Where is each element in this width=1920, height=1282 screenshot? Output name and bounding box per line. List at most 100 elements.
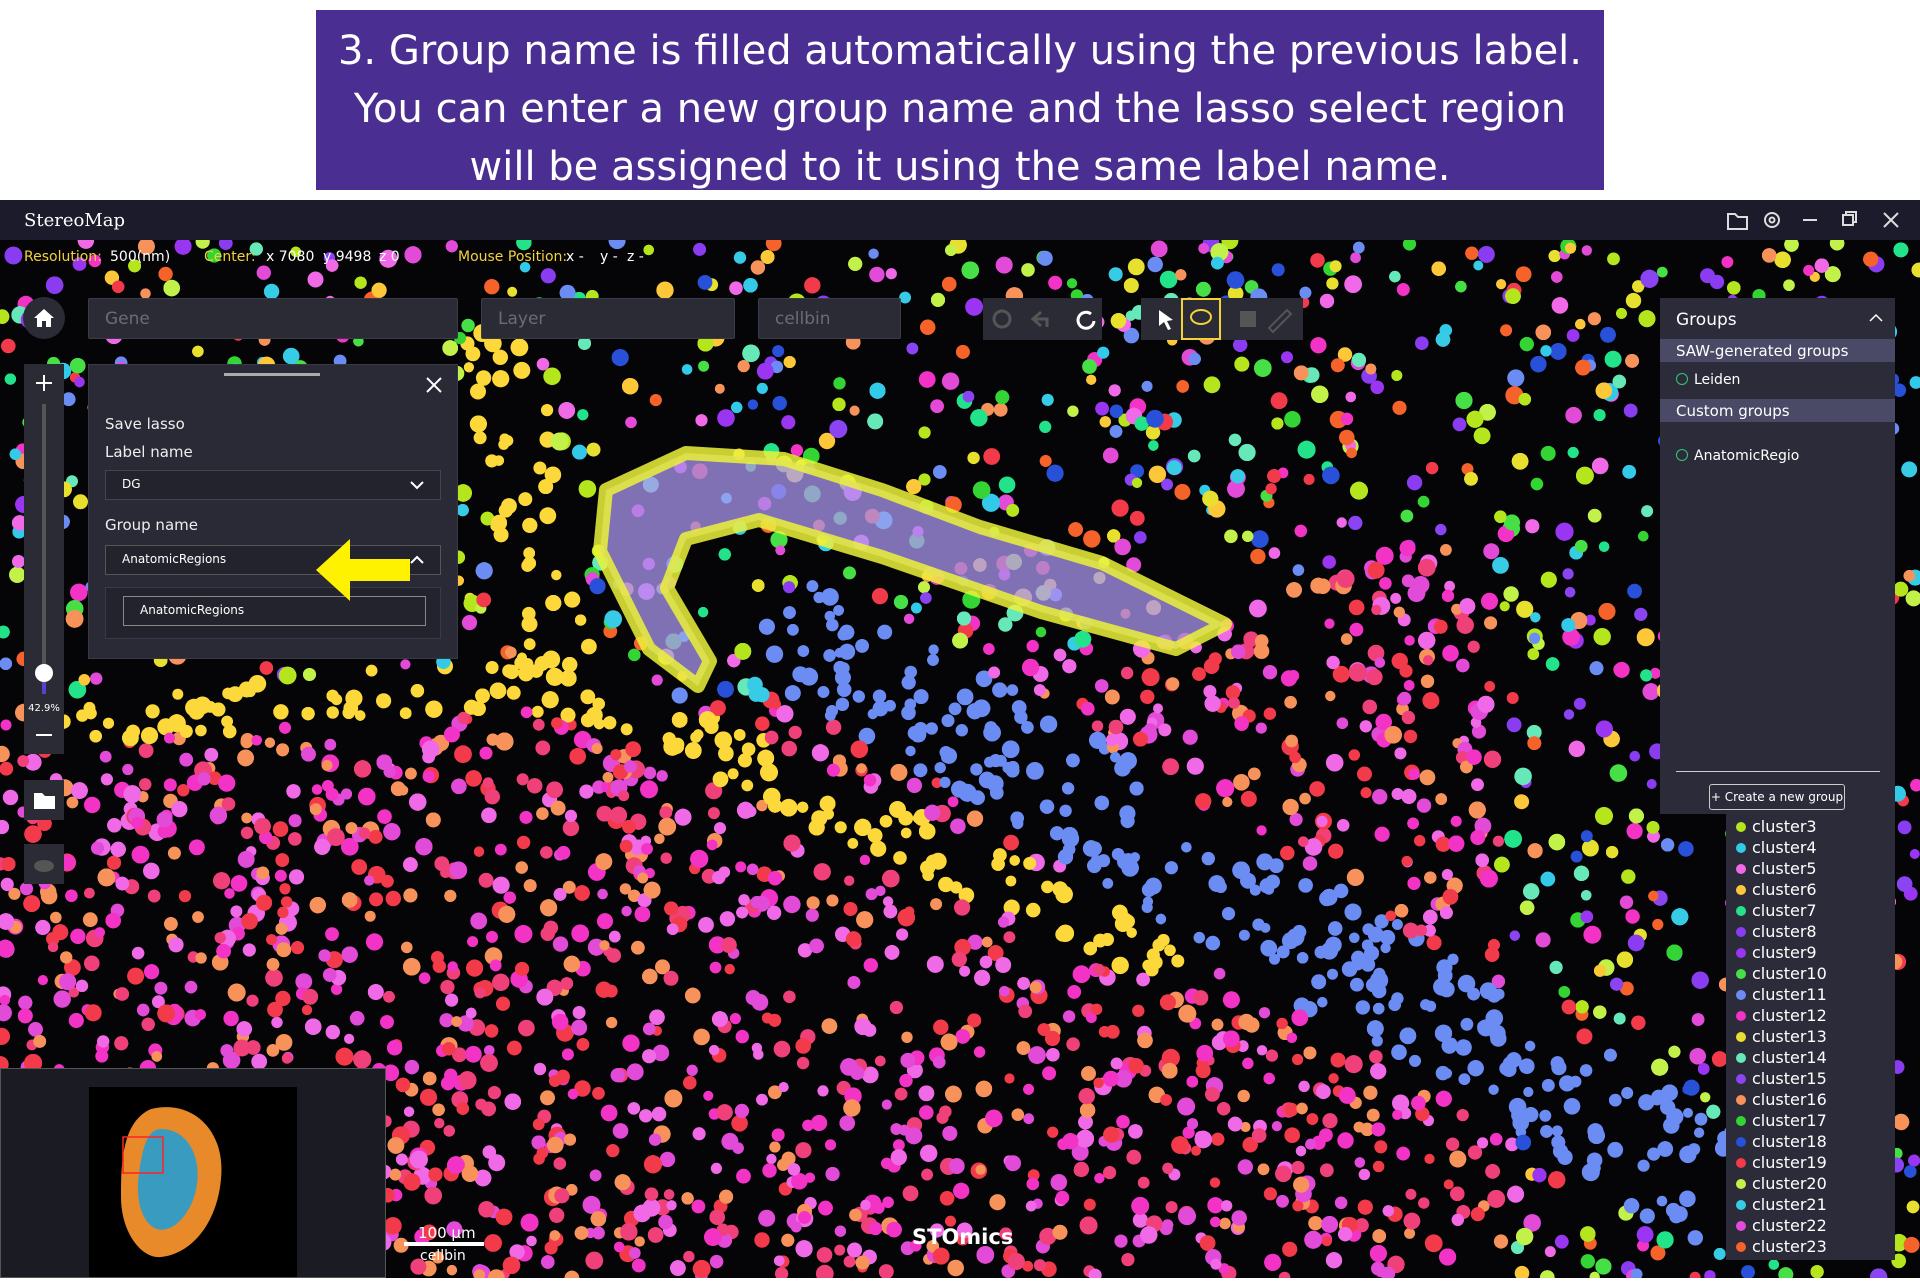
cell: [1102, 878, 1113, 889]
cell: [1084, 1199, 1096, 1211]
cell: [1311, 386, 1328, 403]
cell: [465, 1046, 482, 1063]
cell: [1339, 1087, 1356, 1104]
cell: [502, 664, 516, 678]
cell: [1605, 351, 1622, 368]
cell: [1588, 312, 1601, 325]
cell: [844, 876, 854, 886]
cell: [664, 1090, 682, 1108]
cell: [650, 394, 662, 406]
title-bar: StereoMap: [0, 200, 1920, 240]
open-icon[interactable]: [1728, 214, 1747, 229]
cell: [1310, 253, 1325, 268]
cell: [1493, 836, 1504, 847]
cell: [1256, 723, 1267, 734]
cell: [783, 896, 800, 913]
cell: [1908, 1155, 1920, 1167]
cell: [1904, 1237, 1920, 1253]
close[interactable]: [1884, 213, 1898, 227]
cell: [959, 966, 970, 977]
cell: [1350, 252, 1361, 263]
cell: [826, 720, 841, 735]
cell: [513, 362, 530, 379]
cell: [869, 267, 884, 282]
cell: [243, 943, 256, 956]
cell: [122, 764, 133, 775]
cell: [1018, 1005, 1032, 1019]
banner-line: will be assigned to it using the same la…: [316, 138, 1604, 196]
cell: [1425, 1234, 1443, 1252]
cell: [507, 686, 521, 700]
cell: [1264, 1187, 1277, 1200]
cell: [484, 1234, 502, 1252]
cell: [1183, 730, 1198, 745]
cell: [1494, 1234, 1508, 1248]
cell: [60, 951, 72, 963]
cell: [682, 364, 693, 375]
cell: [273, 821, 289, 837]
cell: [1309, 781, 1325, 797]
cell: [893, 851, 907, 865]
cell: [461, 319, 474, 332]
cell: [1263, 665, 1277, 679]
cell: [1444, 1179, 1454, 1189]
cell: [807, 896, 820, 909]
cell: [1417, 798, 1431, 812]
cell: [1910, 376, 1920, 389]
settings-icon[interactable]: [1765, 213, 1779, 227]
cell: [1303, 856, 1318, 871]
cell: [448, 961, 458, 971]
cell: [911, 603, 922, 614]
cell: [1103, 1166, 1116, 1179]
cell: [758, 1210, 775, 1227]
cell: [526, 1236, 537, 1247]
cell: [1251, 530, 1269, 548]
cell: [537, 358, 550, 371]
cell: [1907, 1201, 1920, 1214]
cell: [462, 615, 477, 630]
cell: [1283, 799, 1299, 815]
cell: [387, 1040, 402, 1055]
cell: [1704, 1270, 1715, 1278]
cell: [507, 287, 517, 297]
cell: [1204, 376, 1221, 393]
cell: [1564, 709, 1574, 719]
cell: [366, 665, 378, 677]
cell: [1282, 1242, 1297, 1257]
cell: [533, 462, 546, 475]
cell: [635, 906, 651, 922]
cell: [1249, 600, 1267, 618]
cell: [1167, 460, 1182, 475]
cell: [1116, 1115, 1129, 1128]
cell: [101, 773, 113, 785]
cell: [1292, 1054, 1303, 1065]
cell: [246, 995, 258, 1007]
cell: [1214, 968, 1226, 980]
cell: [780, 799, 798, 817]
cell: [1446, 1138, 1459, 1151]
cell: [601, 1105, 618, 1122]
cell: [164, 778, 177, 791]
cell: [273, 704, 288, 719]
cell: [835, 821, 847, 833]
cell: [1893, 1114, 1909, 1130]
cell: [692, 1200, 706, 1214]
cell: [95, 1050, 108, 1063]
cell: [994, 403, 1008, 417]
cell: [989, 1194, 1005, 1210]
cell: [919, 426, 931, 438]
cell: [1657, 1196, 1668, 1207]
cell: [850, 406, 860, 416]
cell: [735, 861, 746, 872]
cell: [511, 339, 529, 357]
cell: [1224, 530, 1238, 544]
cell: [1580, 1064, 1593, 1077]
cell: [1228, 697, 1240, 709]
cell: [1640, 1208, 1655, 1223]
restore[interactable]: [1843, 215, 1853, 225]
cell: [1004, 1073, 1014, 1083]
cell: [1563, 568, 1574, 579]
cell: [652, 1107, 667, 1122]
cell: [478, 1201, 494, 1217]
cell: [877, 625, 892, 640]
